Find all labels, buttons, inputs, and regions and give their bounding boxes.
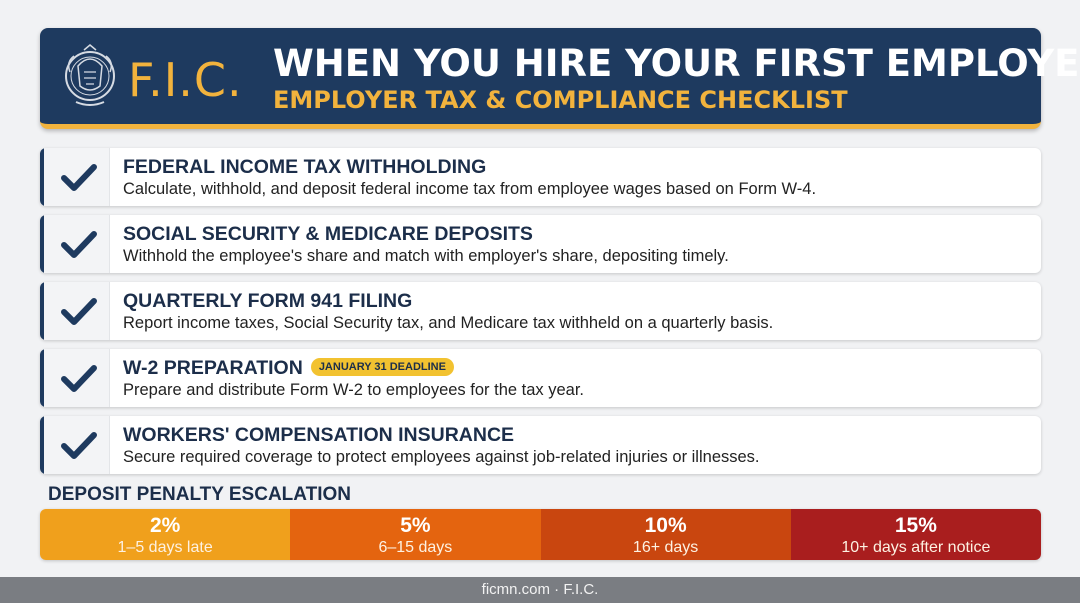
- penalty-rate: 2%: [149, 514, 181, 537]
- checklist-item-w2-preparation: W-2 PREPARATION JANUARY 31 DEADLINE Prepa…: [40, 349, 1041, 407]
- checklist-item-title-row: W-2 PREPARATION JANUARY 31 DEADLINE: [123, 356, 454, 380]
- penalty-escalation-bar: 2% 1–5 days late 5% 6–15 days 10% 16+ da…: [40, 509, 1041, 560]
- checklist-item-form-941: QUARTERLY FORM 941 FILING Report income …: [40, 282, 1041, 340]
- check-box: [44, 148, 110, 206]
- checklist-item-title: W-2 PREPARATION: [123, 357, 303, 379]
- checklist-item-title: FEDERAL INCOME TAX WITHHOLDING: [123, 156, 487, 178]
- checklist-item-description: Withhold the employee's share and match …: [123, 247, 729, 265]
- brand-logo-text: F.I.C.: [128, 53, 243, 107]
- penalty-rate: 10%: [644, 514, 687, 537]
- penalty-days: 10+ days after notice: [841, 539, 991, 556]
- penalty-days: 1–5 days late: [117, 539, 213, 556]
- checklist-item-description: Prepare and distribute Form W-2 to emplo…: [123, 381, 584, 399]
- checklist-item-description: Secure required coverage to protect empl…: [123, 448, 760, 466]
- checklist-item-title: WORKERS' COMPENSATION INSURANCE: [123, 424, 515, 446]
- page-subtitle: EMPLOYER TAX & COMPLIANCE CHECKLIST: [273, 86, 848, 114]
- checklist-item-title: QUARTERLY FORM 941 FILING: [123, 290, 413, 312]
- checkmark-icon: [61, 164, 97, 191]
- penalty-rate: 5%: [400, 514, 431, 537]
- checklist-item-workers-comp: WORKERS' COMPENSATION INSURANCE Secure r…: [40, 416, 1041, 474]
- check-box: [44, 349, 110, 407]
- deadline-badge: JANUARY 31 DEADLINE: [310, 357, 454, 376]
- check-box: [44, 416, 110, 474]
- checkmark-icon: [61, 365, 97, 392]
- checkmark-icon: [61, 432, 97, 459]
- checklist-item-description: Report income taxes, Social Security tax…: [123, 314, 774, 332]
- penalty-tier-5-percent: 5% 6–15 days: [290, 509, 541, 560]
- penalty-tier-15-percent: 15% 10+ days after notice: [790, 509, 1041, 560]
- footer-credit: ficmn.com · F.I.C.: [0, 577, 1080, 603]
- penalty-days: 6–15 days: [378, 539, 453, 556]
- checkmark-icon: [61, 298, 97, 325]
- checklist-item-federal-income-tax: FEDERAL INCOME TAX WITHHOLDING Calculate…: [40, 148, 1041, 206]
- penalty-tier-10-percent: 10% 16+ days: [540, 509, 791, 560]
- header-banner: F.I.C. WHEN YOU HIRE YOUR FIRST EMPLOYEE…: [40, 28, 1080, 129]
- state-seal-icon: [65, 44, 115, 106]
- checklist-item-social-security: SOCIAL SECURITY & MEDICARE DEPOSITS With…: [40, 215, 1041, 273]
- penalty-tier-2-percent: 2% 1–5 days late: [40, 509, 291, 560]
- checkmark-icon: [61, 231, 97, 258]
- page-title: WHEN YOU HIRE YOUR FIRST EMPLOYEE: [273, 42, 1080, 85]
- checklist-item-title: SOCIAL SECURITY & MEDICARE DEPOSITS: [123, 223, 533, 245]
- check-box: [44, 282, 110, 340]
- penalty-section-heading: DEPOSIT PENALTY ESCALATION: [48, 484, 351, 505]
- checklist-item-description: Calculate, withhold, and deposit federal…: [123, 180, 817, 198]
- penalty-days: 16+ days: [632, 539, 699, 556]
- penalty-rate: 15%: [894, 514, 937, 537]
- check-box: [44, 215, 110, 273]
